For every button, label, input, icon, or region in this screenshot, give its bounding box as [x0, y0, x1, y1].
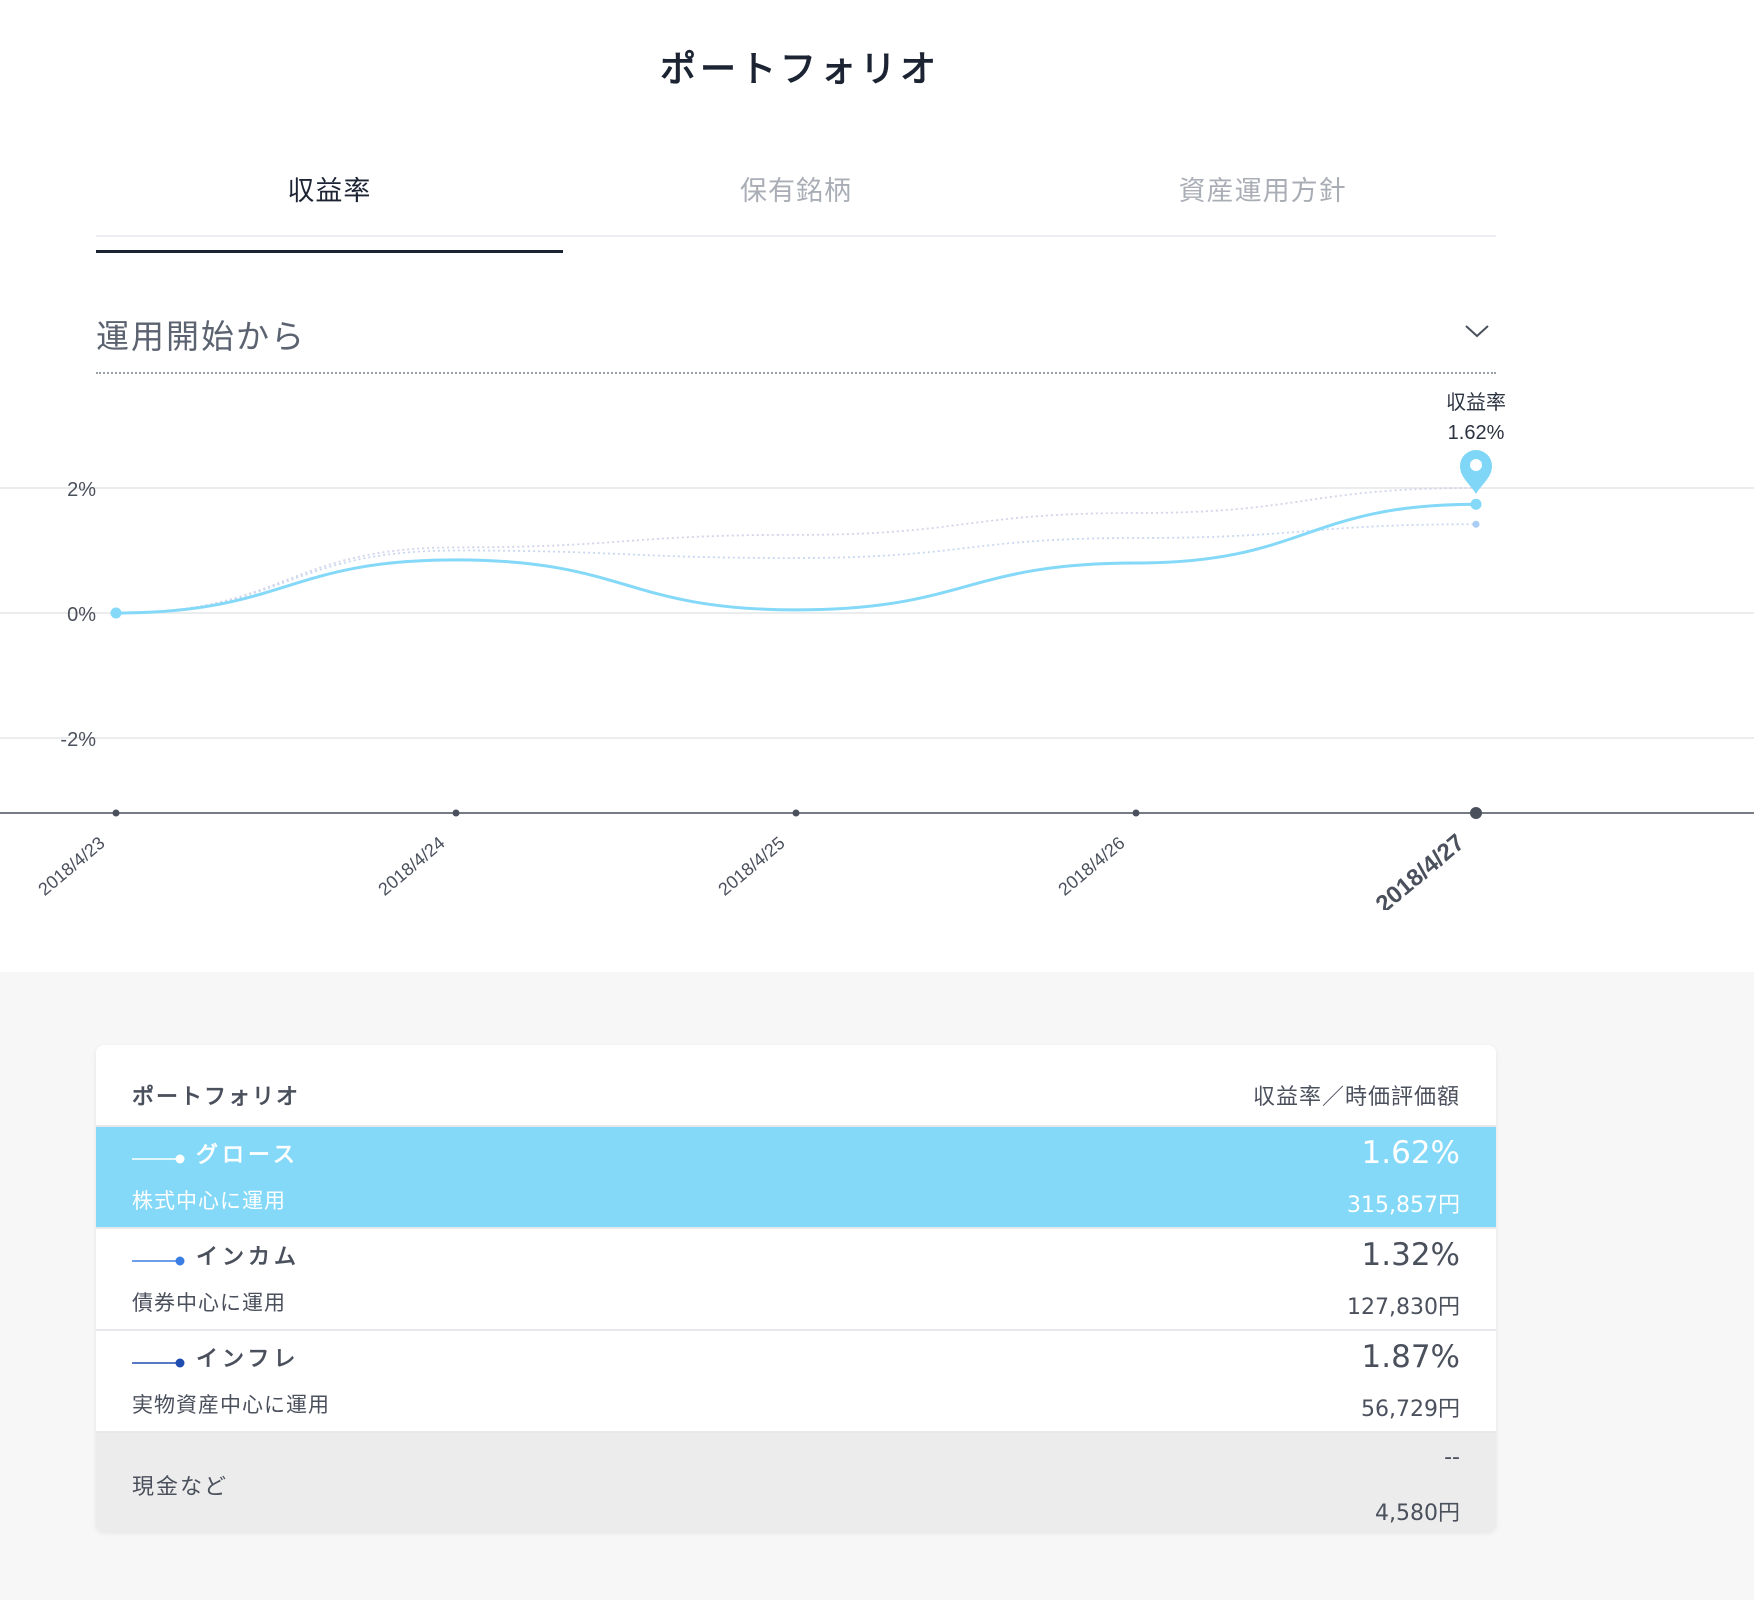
portfolio-row-inflation[interactable]: インフレ 実物資産中心に運用 1.87% 56,729円	[96, 1331, 1496, 1433]
x-tick-label: 2018/4/25	[714, 833, 788, 900]
series-end-point	[1472, 520, 1480, 528]
portfolio-desc: 債券中心に運用	[132, 1291, 286, 1315]
portfolio-name: インフレ	[196, 1347, 300, 1372]
y-tick-label: 2%	[67, 479, 96, 501]
summary-header: ポートフォリオ 収益率／時価評価額	[96, 1045, 1496, 1127]
cash-rate: --	[1444, 1445, 1460, 1470]
portfolio-amount: 127,830円	[1347, 1295, 1460, 1320]
series-line	[115, 523, 1477, 614]
portfolio-amount: 315,857円	[1347, 1193, 1460, 1218]
cash-amount: 4,580円	[1375, 1501, 1460, 1526]
series-line-icon	[132, 1256, 185, 1266]
map-pin-icon	[1460, 450, 1492, 494]
portfolio-name: グロース	[196, 1143, 299, 1168]
portfolio-summary-card: ポートフォリオ 収益率／時価評価額 グロース 株式中心に運用 1.62% 315…	[96, 1045, 1496, 1531]
series-line	[115, 502, 1477, 615]
y-tick-label: -2%	[60, 729, 96, 751]
x-tick-dot	[1470, 807, 1482, 819]
portfolio-row-growth[interactable]: グロース 株式中心に運用 1.62% 315,857円	[96, 1127, 1496, 1229]
portfolio-rate: 1.87%	[1361, 1339, 1460, 1375]
pin-center	[1470, 459, 1482, 471]
portfolio-rate: 1.62%	[1361, 1135, 1460, 1171]
x-tick-dot	[792, 809, 800, 817]
return-chart: 2% 0% -2% 2018/4/23 2018/4/24 2018/4/25 2018/4…	[0, 390, 1754, 910]
cash-label: 現金など	[132, 1475, 229, 1500]
portfolio-desc: 株式中心に運用	[132, 1189, 286, 1213]
x-tick-dot	[1132, 809, 1140, 817]
x-tick-dot	[112, 809, 120, 817]
summary-header-metric: 収益率／時価評価額	[1252, 1085, 1460, 1110]
portfolio-row-income[interactable]: インカム 債券中心に運用 1.32% 127,830円	[96, 1229, 1496, 1331]
portfolio-desc: 実物資産中心に運用	[132, 1393, 330, 1417]
series-end-point	[1470, 498, 1482, 510]
tab-bar: 収益率 保有銘柄 資産運用方針	[96, 165, 1496, 253]
x-tick-label: 2018/4/24	[374, 833, 448, 900]
page-title: ポートフォリオ	[659, 49, 940, 90]
chevron-down-icon	[1465, 325, 1489, 338]
summary-header-title: ポートフォリオ	[132, 1085, 301, 1110]
series-line	[115, 487, 1477, 614]
tooltip-value: 1.62%	[1448, 422, 1505, 444]
tab-investment-policy[interactable]: 資産運用方針	[1178, 176, 1347, 207]
tab-return-rate[interactable]: 収益率	[96, 165, 563, 253]
portfolio-name: インカム	[196, 1245, 301, 1270]
portfolio-rate: 1.32%	[1361, 1237, 1460, 1273]
x-tick-label: 2018/4/26	[1054, 833, 1128, 900]
portfolio-row-cash: 現金など -- 4,580円	[96, 1433, 1496, 1531]
series-line-icon	[132, 1154, 185, 1164]
tab-holdings[interactable]: 保有銘柄	[740, 176, 852, 207]
x-tick-label: 2018/4/27	[1371, 829, 1470, 910]
period-select-value: 運用開始から	[96, 317, 306, 356]
x-tick-label: 2018/4/23	[34, 833, 108, 900]
portfolio-amount: 56,729円	[1361, 1397, 1460, 1422]
y-tick-label: 0%	[67, 604, 96, 626]
x-tick-dot	[452, 809, 460, 817]
series-start-point	[110, 607, 122, 619]
period-select[interactable]: 運用開始から	[96, 310, 1496, 374]
tooltip-label: 収益率	[1446, 390, 1506, 414]
series-line-icon	[132, 1358, 185, 1368]
